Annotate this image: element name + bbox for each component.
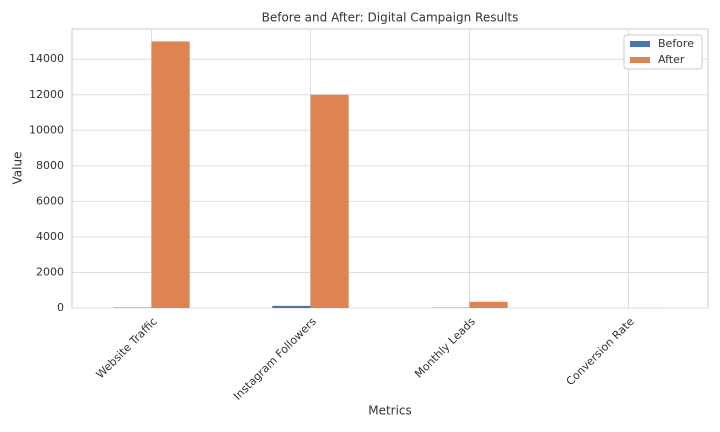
y-tick-label: 4000 — [36, 230, 64, 243]
y-tick-label: 12000 — [29, 88, 64, 101]
bar — [272, 305, 311, 308]
legend-swatch — [630, 57, 650, 63]
y-tick-label: 14000 — [29, 52, 64, 65]
x-tick-label: Website Traffic — [94, 315, 160, 381]
x-axis-label: Metrics — [368, 404, 412, 418]
y-tick-label: 0 — [57, 301, 64, 314]
chart-title: Before and After: Digital Campaign Resul… — [262, 11, 519, 25]
y-axis-label: Value — [11, 152, 25, 185]
y-tick-label: 8000 — [36, 159, 64, 172]
y-tick-label: 6000 — [36, 194, 64, 207]
bar — [310, 94, 349, 309]
bar — [151, 41, 190, 309]
x-tick-label: Monthly Leads — [412, 315, 478, 381]
legend-label: Before — [658, 37, 694, 50]
y-tick-label: 2000 — [36, 265, 64, 278]
bar — [469, 301, 508, 308]
legend-label: After — [658, 53, 685, 66]
y-tick-label: 10000 — [29, 123, 64, 136]
x-tick-label: Conversion Rate — [564, 315, 637, 388]
legend-swatch — [630, 41, 650, 47]
x-tick-label: Instagram Followers — [231, 315, 319, 403]
